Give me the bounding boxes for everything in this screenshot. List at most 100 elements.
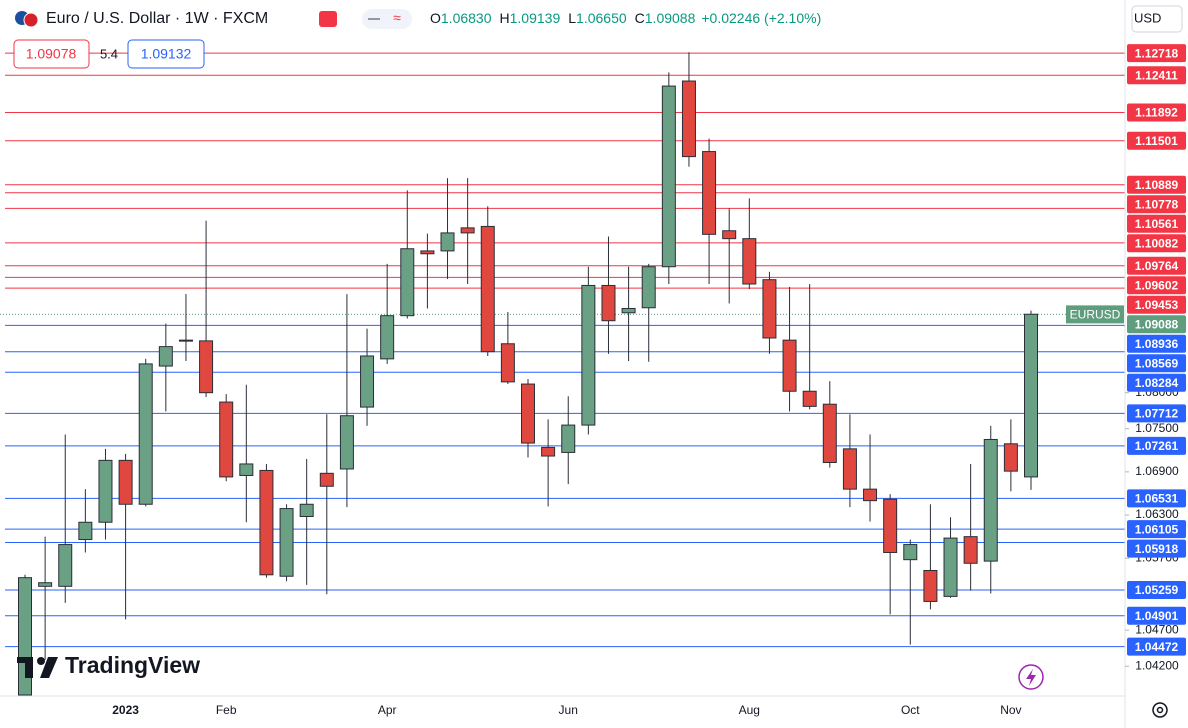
ohlc-key: L xyxy=(568,10,576,26)
level-badge xyxy=(1127,334,1186,353)
level-label: 1.10778 xyxy=(1135,197,1179,211)
candle-body xyxy=(299,503,314,517)
candle-body xyxy=(500,343,515,383)
level-badge xyxy=(1127,404,1186,423)
candle-body xyxy=(98,459,113,523)
candle-body xyxy=(521,383,535,444)
level-label: 1.11501 xyxy=(1135,134,1178,148)
level-badge xyxy=(1127,195,1186,214)
level-label: 1.06531 xyxy=(1135,492,1179,506)
x-tick-label: Jun xyxy=(559,703,578,717)
candle-body xyxy=(339,415,354,470)
x-tick-label: Oct xyxy=(901,703,920,717)
level-label: 1.04901 xyxy=(1135,609,1179,623)
currency-button[interactable] xyxy=(1131,5,1183,33)
candle-body xyxy=(380,315,395,360)
candle-body xyxy=(1003,443,1018,472)
candle-body xyxy=(259,469,274,576)
level-badge xyxy=(1127,520,1186,539)
level-label: 1.09764 xyxy=(1135,259,1179,273)
pill-icon xyxy=(368,18,380,20)
sell-button[interactable] xyxy=(13,39,90,69)
candle-body xyxy=(722,230,737,240)
level-badge xyxy=(1127,175,1186,194)
level-badge xyxy=(1127,103,1186,122)
labels-layer: 1.12718 1.12411 1.11892 1.11501 1.10889 1.107… xyxy=(1066,44,1186,656)
level-badge xyxy=(1127,276,1186,295)
bid-price: 1.09078 xyxy=(26,46,77,62)
y-tick-label: 1.04200 xyxy=(1135,658,1179,672)
level-label: 1.07261 xyxy=(1135,439,1179,453)
level-badge xyxy=(1127,539,1186,558)
candle-body xyxy=(158,346,173,367)
level-label: 1.10561 xyxy=(1135,217,1179,231)
level-label: 1.12718 xyxy=(1135,46,1179,60)
candle-body xyxy=(400,248,415,317)
candle-body xyxy=(1024,313,1038,478)
lightning-icon xyxy=(1026,669,1036,686)
candles-layer xyxy=(18,52,1038,696)
levels-layer xyxy=(0,52,1125,648)
last-price-label: 1.09088 xyxy=(1135,317,1179,331)
candle-body xyxy=(138,363,153,505)
toggle-pill[interactable] xyxy=(362,9,412,29)
level-badge xyxy=(1127,44,1186,63)
level-label: 1.10082 xyxy=(1135,236,1179,250)
candle-body xyxy=(923,569,938,602)
candle-body xyxy=(601,284,616,322)
level-label: 1.08569 xyxy=(1135,356,1179,370)
candle-body xyxy=(420,250,435,255)
settings-button[interactable] xyxy=(1152,702,1168,718)
logo: TradingView xyxy=(17,652,200,678)
last-price-badge xyxy=(1127,315,1186,334)
candle-body xyxy=(38,582,53,587)
buy-button[interactable] xyxy=(127,39,205,69)
level-badge xyxy=(1127,606,1186,625)
flag-us xyxy=(23,12,39,28)
candle-body xyxy=(480,225,495,353)
candle-body xyxy=(963,536,978,564)
level-badge xyxy=(1127,66,1186,85)
candle-body xyxy=(641,266,656,309)
logo-mark xyxy=(25,657,33,678)
candle-body xyxy=(661,85,676,268)
ohlc-value: 1.09139 xyxy=(510,10,561,26)
level-label: 1.07712 xyxy=(1135,407,1179,421)
candle-body xyxy=(219,401,234,478)
ohlc-value: 1.09088 xyxy=(645,10,696,26)
x-tick-label: Feb xyxy=(216,703,237,717)
level-badge xyxy=(1127,295,1186,314)
candle-body xyxy=(762,279,777,339)
x-tick-label: Aug xyxy=(739,703,760,717)
candle-body xyxy=(822,403,837,464)
level-badge xyxy=(1127,354,1186,373)
x-tick-label: Nov xyxy=(1000,703,1021,717)
ohlc-key: O xyxy=(430,10,441,26)
candle-body xyxy=(943,537,958,597)
level-badge xyxy=(1127,489,1186,508)
ohlc-value: 1.06830 xyxy=(441,10,492,26)
candle-body xyxy=(460,227,475,234)
candle-body xyxy=(440,232,455,252)
level-badge xyxy=(1127,637,1186,656)
spread: 5.4 xyxy=(100,46,118,61)
candle-body xyxy=(883,498,898,553)
candle-body xyxy=(199,340,214,394)
candle-body xyxy=(178,339,193,342)
candle-body xyxy=(782,339,797,392)
candle-body xyxy=(78,521,93,541)
price-change: +0.02246 (+2.10%) xyxy=(701,10,821,26)
level-label: 1.09453 xyxy=(1135,298,1179,312)
x-tick-label: 2023 xyxy=(112,703,139,717)
alert-icon[interactable] xyxy=(319,11,337,27)
candle-body xyxy=(541,446,556,457)
candle-body xyxy=(621,307,636,314)
candle-body xyxy=(802,390,817,407)
candle-body xyxy=(581,284,596,426)
header: Euro / U.S. Dollar · 1W · FXCM ≈ O1.0683… xyxy=(13,5,1183,69)
ohlc-key: H xyxy=(500,10,510,26)
level-badge xyxy=(1127,256,1186,275)
candle-body xyxy=(319,472,334,487)
